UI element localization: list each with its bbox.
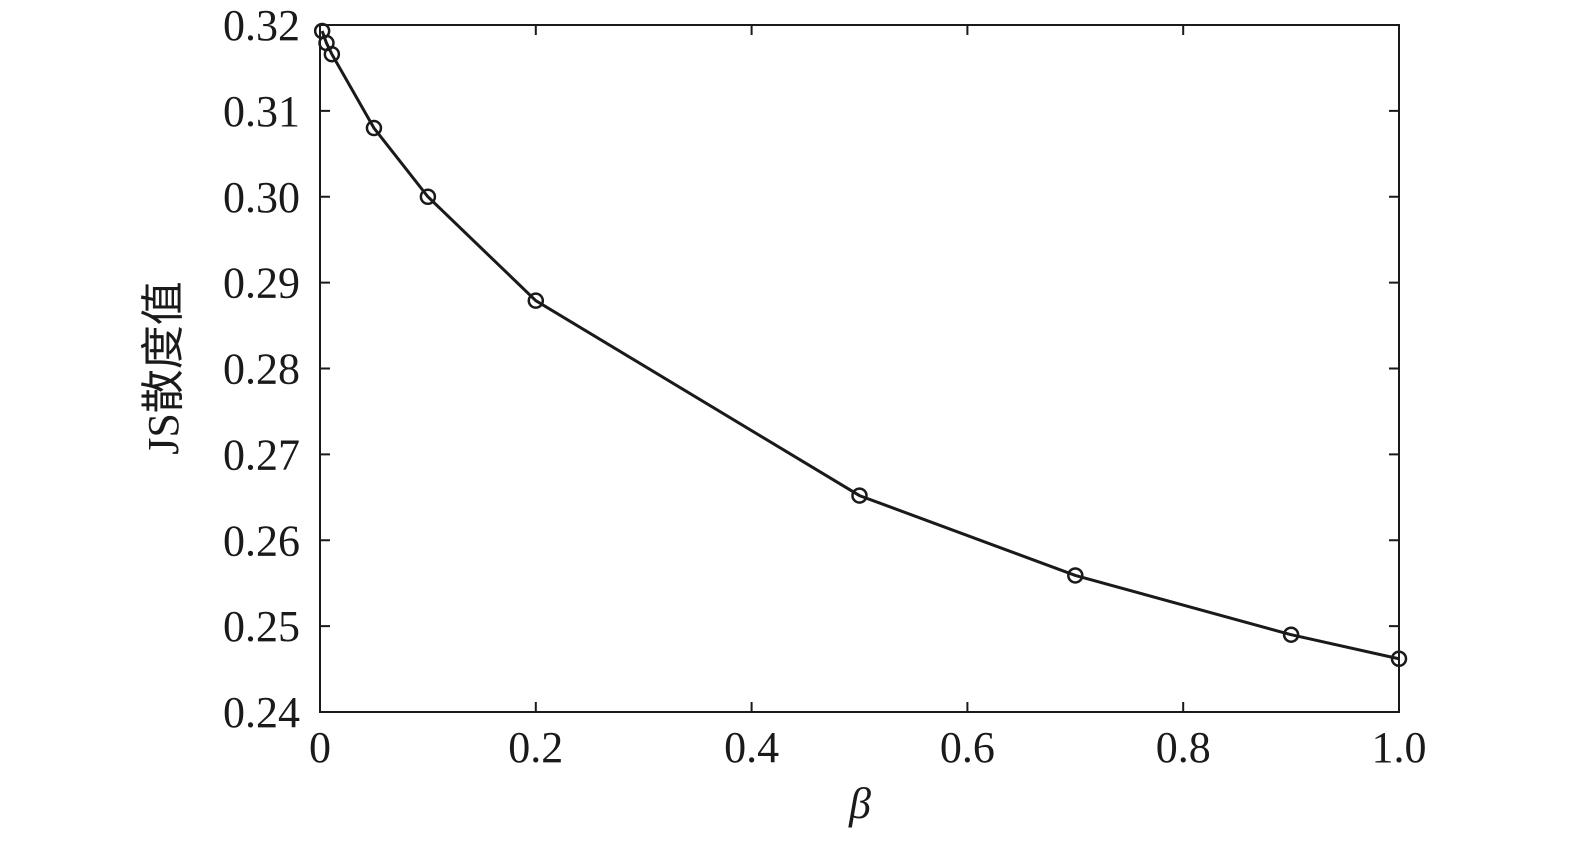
data-point bbox=[323, 45, 341, 63]
y-tick-label: 0.32 bbox=[223, 1, 300, 50]
y-tick-label: 0.27 bbox=[223, 430, 300, 479]
plot-frame bbox=[319, 24, 1400, 713]
data-point bbox=[365, 119, 383, 137]
x-tick-label: 0 bbox=[309, 723, 331, 772]
data-point bbox=[527, 292, 545, 309]
data-line bbox=[320, 30, 1400, 661]
y-tick-label: 0.26 bbox=[223, 516, 300, 565]
y-tick-label: 0.24 bbox=[223, 688, 300, 737]
data-point bbox=[419, 188, 437, 205]
x-tick-label: 0.6 bbox=[940, 723, 995, 772]
data-point bbox=[851, 487, 868, 504]
data-point bbox=[1390, 650, 1408, 668]
y-tick-label: 0.31 bbox=[223, 87, 300, 136]
x-tick-label: 1.0 bbox=[1372, 723, 1427, 772]
x-tick-label: 0.4 bbox=[724, 723, 779, 772]
y-tick-label: 0.25 bbox=[223, 602, 300, 651]
data-point bbox=[1282, 626, 1300, 643]
x-tick-label: 0.8 bbox=[1156, 723, 1211, 772]
data-point bbox=[1067, 567, 1084, 584]
x-axis-label: β bbox=[848, 779, 871, 828]
x-tick-label: 0.2 bbox=[508, 723, 563, 772]
y-tick-label: 0.28 bbox=[223, 345, 300, 394]
y-tick-label: 0.30 bbox=[223, 173, 300, 222]
y-tick-label: 0.29 bbox=[223, 259, 300, 308]
y-axis-label: JS散度值 bbox=[139, 281, 188, 455]
